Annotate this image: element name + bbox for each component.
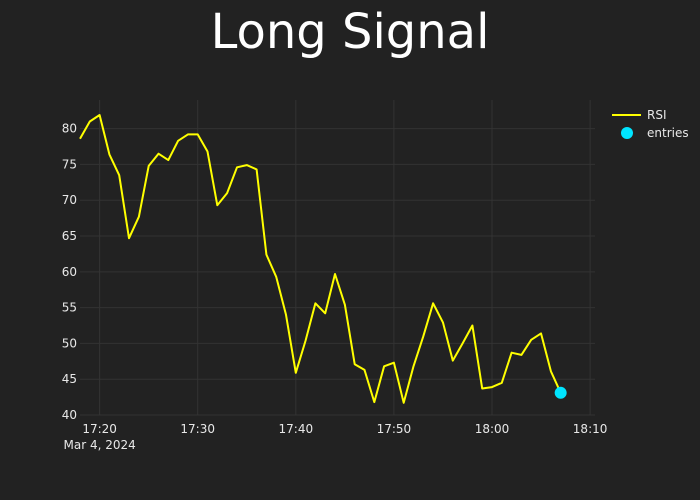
chart-title: Long Signal [210,4,490,60]
x-start-date-label: Mar 4, 2024 [63,438,135,452]
legend-item-entries[interactable]: entries [621,126,689,140]
series-line-rsi[interactable] [79,114,562,404]
y-tick-label: 50 [62,336,77,350]
y-axis: 40 45 50 55 60 65 70 75 80 [62,122,77,422]
legend-label: RSI [647,108,667,122]
legend-label: entries [647,126,689,140]
x-tick-label: 18:10 [573,422,608,436]
x-tick-label: 18:00 [475,422,510,436]
y-tick-label: 55 [62,301,77,315]
legend-item-rsi[interactable]: RSI [612,108,667,122]
entry-marker[interactable] [554,386,567,399]
plot-area[interactable] [79,114,567,404]
legend[interactable]: RSI entries [612,108,689,140]
x-tick-label: 17:40 [279,422,314,436]
grid-lines [80,100,595,416]
y-tick-label: 80 [62,122,77,136]
x-axis: 17:20 17:30 17:40 17:50 18:00 18:10 Mar 4, 202… [63,422,607,452]
y-tick-label: 70 [62,193,77,207]
y-tick-label: 65 [62,229,77,243]
legend-marker-swatch [621,127,633,139]
x-tick-label: 17:20 [82,422,117,436]
y-tick-label: 75 [62,157,77,171]
y-tick-label: 45 [62,372,77,386]
x-tick-label: 17:50 [377,422,412,436]
y-tick-label: 40 [62,408,77,422]
x-tick-label: 17:30 [180,422,215,436]
y-tick-label: 60 [62,265,77,279]
